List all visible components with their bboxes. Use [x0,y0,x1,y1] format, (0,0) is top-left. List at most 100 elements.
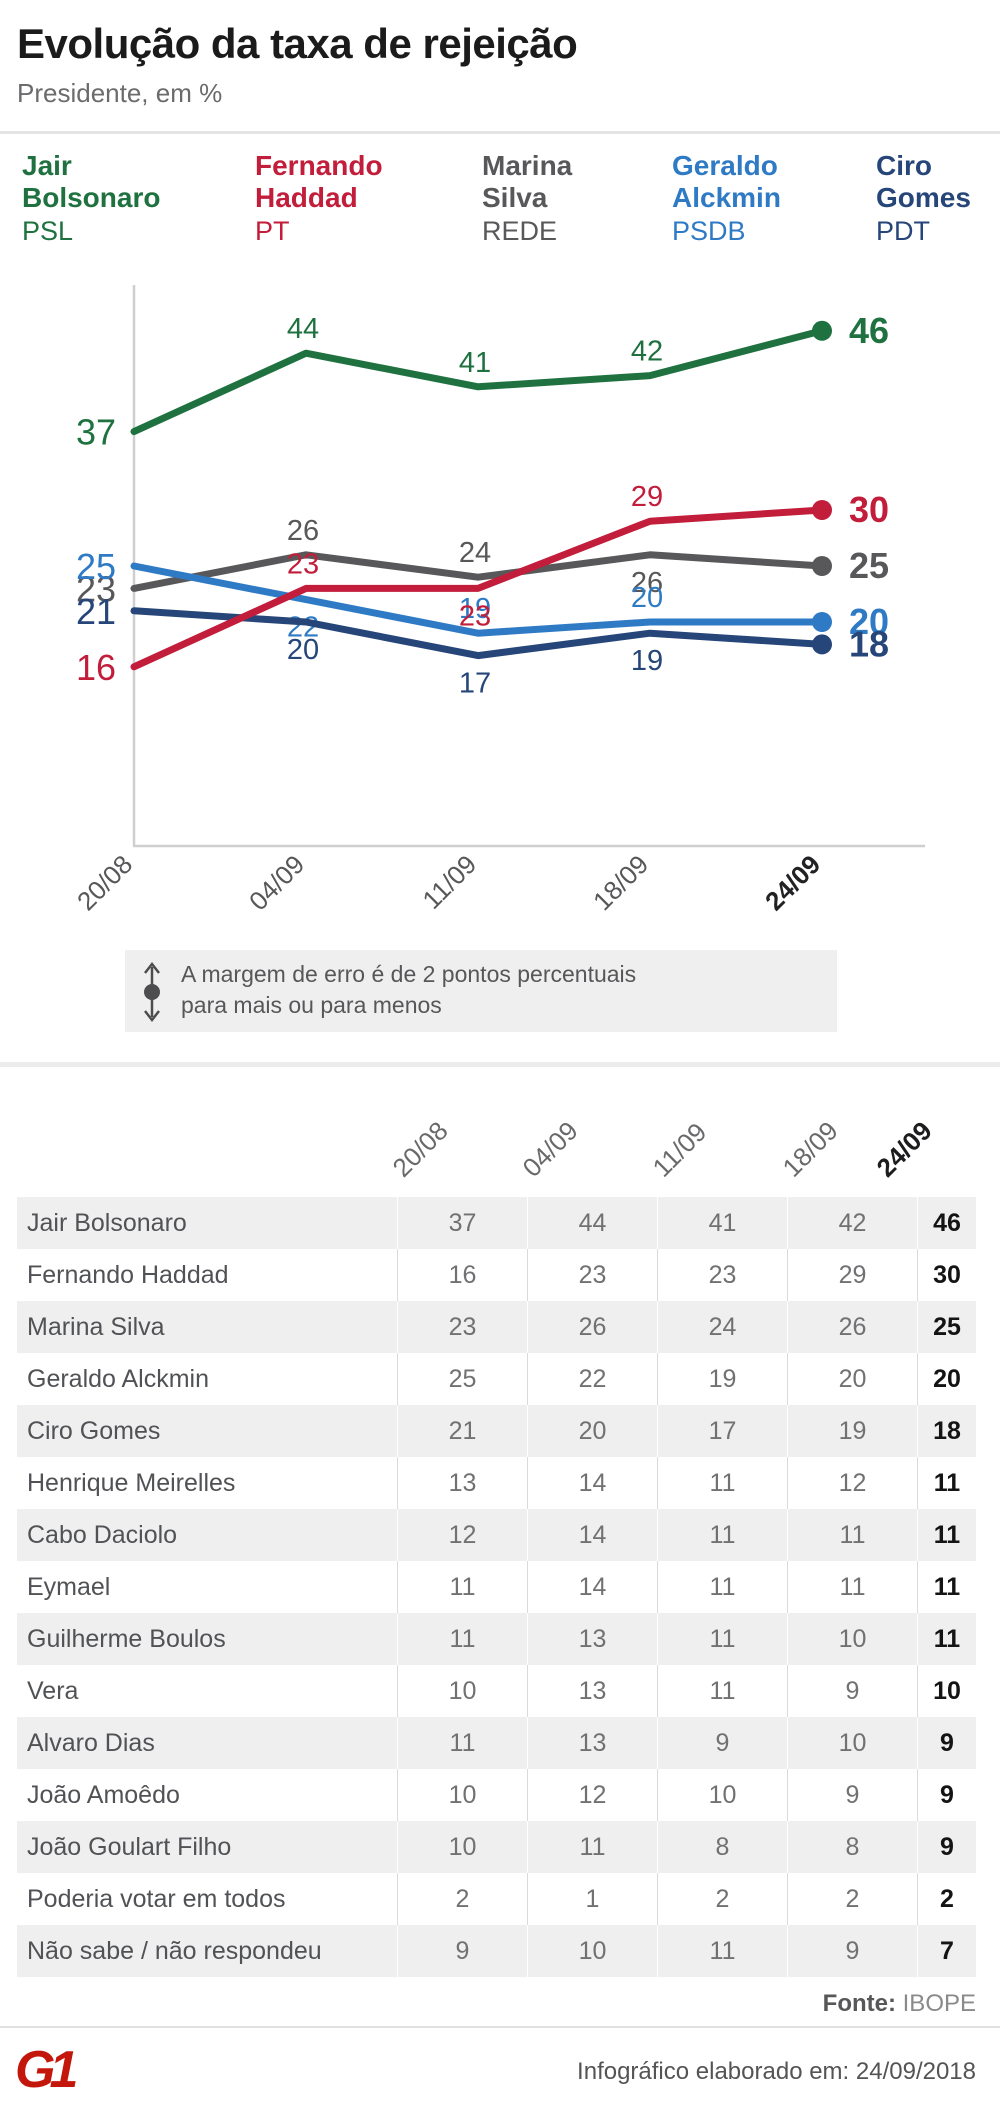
point-label: 24 [459,537,491,569]
table-row: Ciro Gomes 21 20 17 19 18 [17,1405,976,1457]
point-label: 20 [631,582,663,614]
table-row: Henrique Meirelles 13 14 11 12 11 [17,1457,976,1509]
legend-item: Ciro Gomes PDT [876,150,971,248]
table-candidate-name: Guilherme Boulos [27,1625,226,1653]
table-value: 11 [917,1509,976,1561]
table-value: 10 [397,1821,527,1873]
table-value: 37 [397,1197,527,1249]
note-line-2: para mais ou para menos [181,992,442,1018]
point-label: 25 [76,546,116,587]
table-value: 11 [527,1821,657,1873]
table-value: 2 [397,1873,527,1925]
table-value: 19 [787,1405,917,1457]
table-value: 13 [397,1457,527,1509]
table-value: 2 [787,1873,917,1925]
table-candidate-name: Poderia votar em todos [27,1885,286,1913]
series-line [130,562,826,637]
table-candidate-name: João Goulart Filho [27,1833,232,1861]
table-value: 9 [917,1821,976,1873]
table-value: 13 [527,1665,657,1717]
margin-of-error-text: A margem de erro é de 2 pontos percentua… [181,959,636,1021]
table-value: 20 [787,1353,917,1405]
table-value: 14 [527,1561,657,1613]
note-line-1: A margem de erro é de 2 pontos percentua… [181,961,637,987]
x-tick-label: 18/09 [587,849,654,916]
table-value: 11 [657,1665,787,1717]
table-row: Poderia votar em todos 2 1 2 2 2 [17,1873,976,1925]
table-value: 25 [397,1353,527,1405]
table-value: 10 [397,1665,527,1717]
table-value: 10 [787,1717,917,1769]
table-value: 9 [787,1769,917,1821]
legend-item: Marina Silva REDE [482,150,572,248]
point-label: 19 [459,593,491,625]
series-end-dot [812,320,832,341]
x-tick-label: 11/09 [416,849,482,915]
series-line [130,551,826,592]
table-value: 11 [657,1925,787,1977]
table-date-header: 18/09 [776,1115,844,1183]
table-value: 22 [527,1353,657,1405]
point-label: 42 [631,336,663,368]
table-value: 10 [527,1925,657,1977]
rejection-table: Jair Bolsonaro 37 44 41 42 46 Fernando Haddad 1… [17,1197,976,1977]
table-candidate-name: Vera [27,1677,79,1705]
table-value: 44 [527,1197,657,1249]
legend-party: REDE [482,216,558,246]
point-label: 30 [849,489,889,530]
table-value: 23 [397,1301,527,1353]
table-value: 18 [917,1405,976,1457]
table-value: 41 [657,1197,787,1249]
divider-footer [0,2026,1000,2028]
legend-item: Fernando Haddad PT [255,150,383,248]
table-value: 12 [527,1769,657,1821]
table-date-header: 20/08 [386,1115,454,1183]
page-title: Evolução da taxa de rejeição [17,20,578,67]
legend-candidate-name: Marina Silva [482,150,573,213]
table-value: 11 [397,1717,527,1769]
table-row: João Goulart Filho 10 11 8 8 9 [17,1821,976,1873]
table-candidate-name: Ciro Gomes [27,1417,161,1445]
x-tick-label: 20/08 [71,849,138,916]
point-label: 44 [287,313,319,345]
table-value: 20 [917,1353,976,1405]
table-value: 26 [787,1301,917,1353]
table-candidate-name: Geraldo Alckmin [27,1365,210,1393]
legend-candidate-name: Jair Bolsonaro [22,150,161,213]
table-value: 10 [787,1613,917,1665]
point-label: 46 [849,310,889,351]
table-value: 17 [657,1405,787,1457]
elaborated-date: Infográfico elaborado em: 24/09/2018 [577,2058,976,2085]
source-value: IBOPE [902,1990,976,2017]
table-value: 9 [917,1717,976,1769]
table-value: 24 [657,1301,787,1353]
table-candidate-name: Marina Silva [27,1313,165,1341]
point-label: 17 [459,668,491,700]
source-line: Fonte: IBOPE [823,1990,976,2018]
table-candidate-name: Alvaro Dias [27,1729,155,1757]
x-tick-label: 04/09 [243,849,310,916]
divider-table [0,1062,1000,1067]
point-label: 22 [287,612,319,644]
point-label: 21 [76,591,116,632]
table-row: Alvaro Dias 11 13 9 10 9 [17,1717,976,1769]
point-label: 23 [287,548,319,580]
point-label: 23 [459,600,491,632]
legend-candidate-name: Geraldo Alckmin [672,150,781,213]
point-label: 20 [287,634,319,666]
table-candidate-name: Henrique Meirelles [27,1469,236,1497]
series-end-dot [812,500,832,520]
table-value: 23 [527,1249,657,1301]
table-value: 10 [657,1769,787,1821]
table-value: 20 [527,1405,657,1457]
table-date-header: 04/09 [516,1115,584,1183]
table-value: 1 [527,1873,657,1925]
legend-party: PDT [876,216,930,246]
table-value: 14 [527,1457,657,1509]
legend-party: PT [255,216,290,246]
table-value: 11 [657,1457,787,1509]
legend-party: PSDB [672,216,746,246]
table-value: 10 [397,1769,527,1821]
